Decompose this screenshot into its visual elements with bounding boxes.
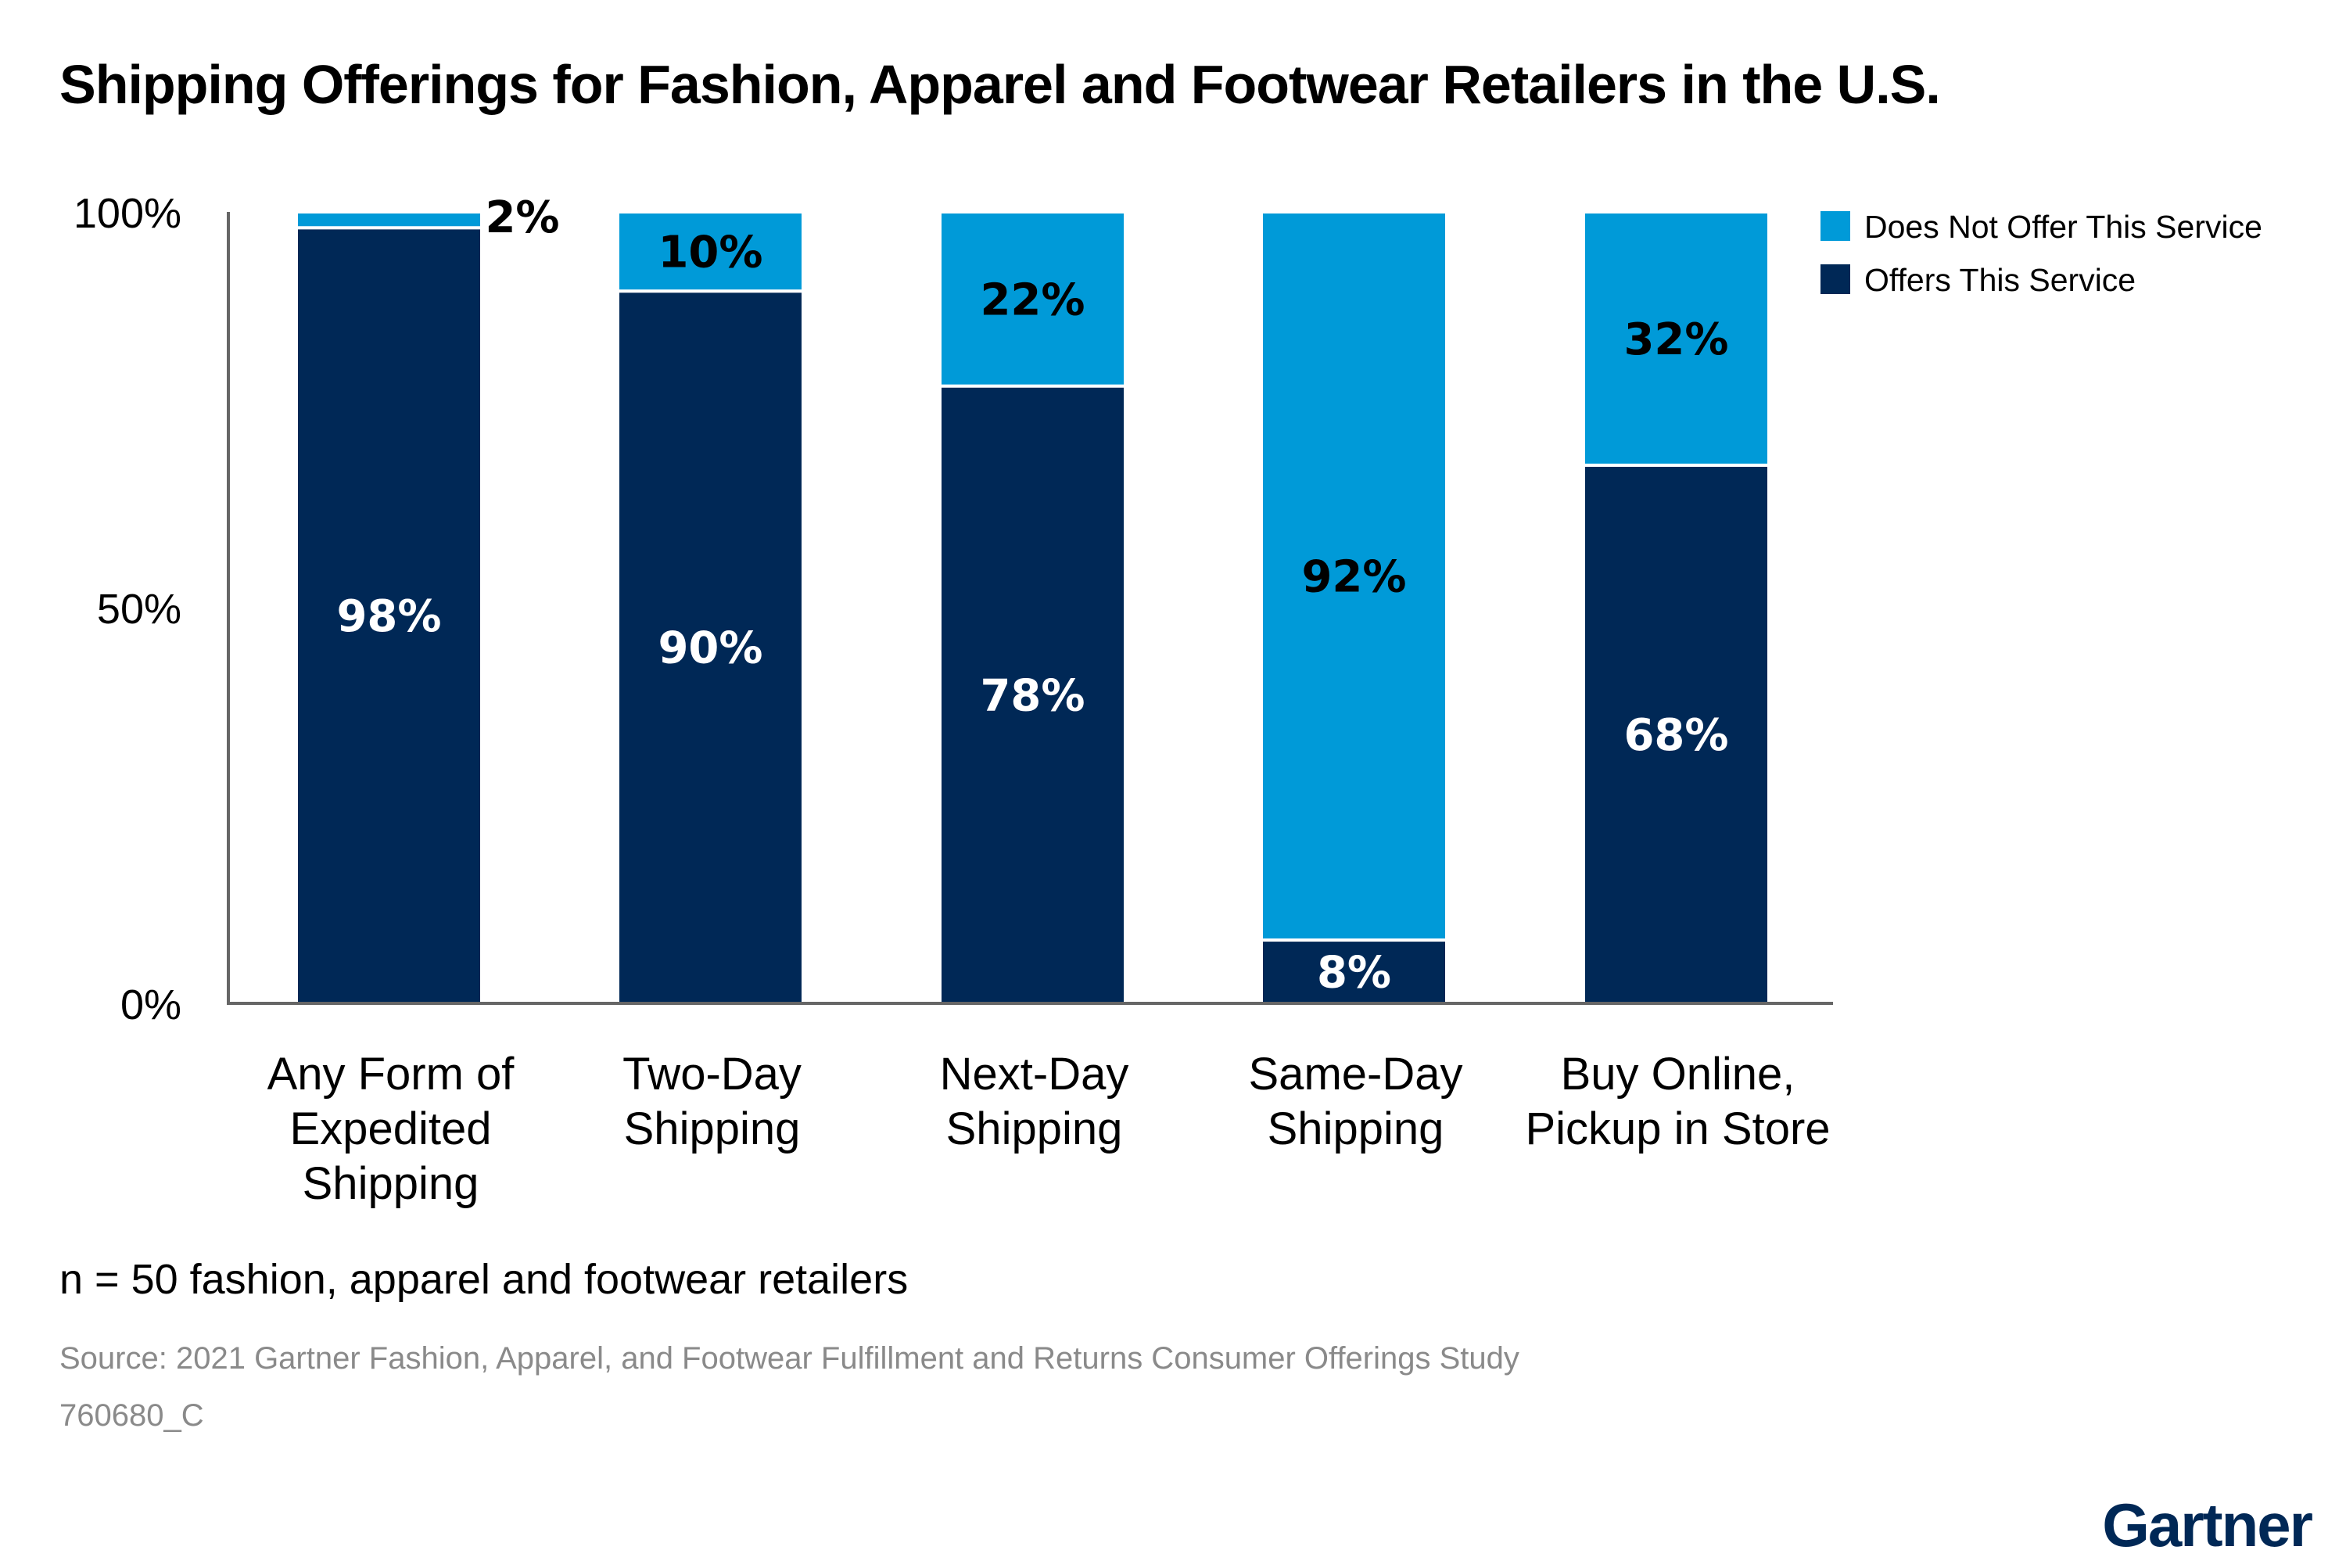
x-tick-label: Next-Day	[940, 1049, 1129, 1100]
x-tick-label: Buy Online,	[1561, 1049, 1795, 1100]
data-label: 2%	[485, 192, 559, 243]
bar-segment	[616, 210, 805, 293]
data-label: 32%	[1623, 314, 1728, 365]
y-tick-label: 0%	[120, 981, 181, 1028]
x-tick-label: Same-Day	[1249, 1049, 1463, 1100]
y-tick-label: 100%	[74, 190, 181, 237]
figure-code: 760680_C	[59, 1398, 204, 1433]
data-label: 8%	[1317, 948, 1391, 999]
legend-swatch	[1820, 211, 1850, 241]
bar-segment	[1260, 210, 1448, 942]
bar-segment	[1582, 210, 1770, 467]
gartner-logo: Gartner	[2102, 1491, 2313, 1559]
chart-title: Shipping Offerings for Fashion, Apparel …	[59, 54, 1941, 115]
data-label: 10%	[658, 228, 762, 278]
bar-segment	[938, 210, 1127, 388]
x-tick-label: Shipping	[1268, 1103, 1444, 1154]
legend-label: Offers This Service	[1864, 262, 2136, 298]
source-note: Source: 2021 Gartner Fashion, Apparel, a…	[59, 1341, 1519, 1376]
data-label: 90%	[658, 623, 762, 674]
data-label: 68%	[1623, 710, 1728, 761]
bar-segment	[295, 226, 483, 1005]
data-label: 22%	[980, 274, 1085, 325]
y-tick-label: 50%	[97, 586, 181, 633]
bar-segment	[938, 384, 1127, 1005]
x-tick-label: Shipping	[624, 1103, 801, 1154]
x-tick-label: Shipping	[303, 1158, 479, 1209]
x-tick-label: Two-Day	[622, 1049, 802, 1100]
x-tick-label: Expedited	[290, 1103, 492, 1154]
x-tick-label: Any Form of	[267, 1049, 515, 1100]
legend-label: Does Not Offer This Service	[1864, 209, 2262, 245]
legend-swatch	[1820, 264, 1850, 294]
data-label: 98%	[336, 591, 441, 642]
x-tick-label: Shipping	[946, 1103, 1123, 1154]
data-label: 92%	[1301, 552, 1406, 603]
sample-size-note: n = 50 fashion, apparel and footwear ret…	[59, 1256, 909, 1303]
bar-segment	[295, 210, 483, 230]
bar-segment	[1582, 463, 1770, 1005]
x-tick-label: Pickup in Store	[1525, 1103, 1830, 1154]
data-label: 78%	[980, 670, 1085, 721]
